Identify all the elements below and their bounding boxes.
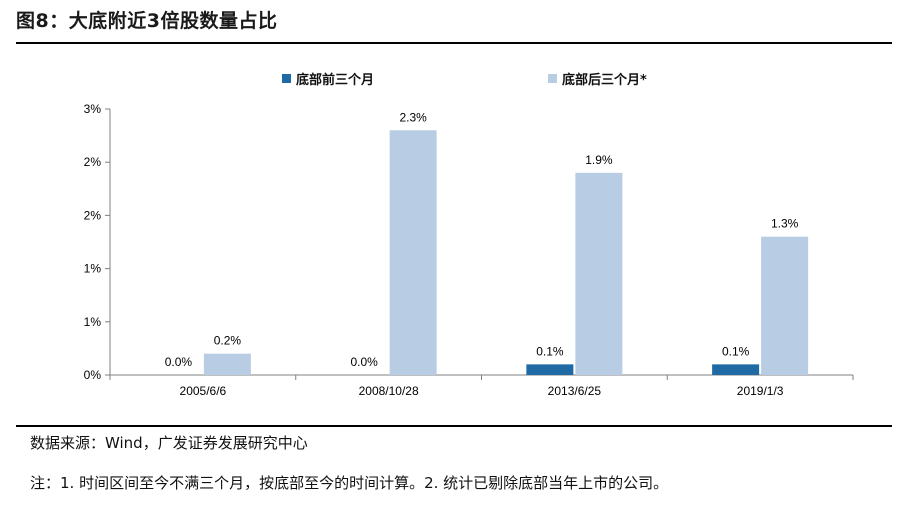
data-label: 0.0% xyxy=(350,355,378,369)
x-tick-label: 2019/1/3 xyxy=(737,384,784,398)
legend-swatch-before xyxy=(282,74,291,83)
figure-title: 图8：大底附近3倍股数量占比 xyxy=(16,10,278,32)
legend-swatch-after xyxy=(548,74,557,83)
data-label: 0.0% xyxy=(165,355,193,369)
bar-before xyxy=(712,364,760,375)
data-label: 0.2% xyxy=(214,334,242,348)
data-label: 0.1% xyxy=(536,344,564,358)
bar-before xyxy=(526,364,574,375)
y-tick-label: 2% xyxy=(84,155,102,169)
footnote: 注：1. 时间区间至今不满三个月，按底部至今的时间计算。2. 统计已剔除底部当年… xyxy=(30,474,669,492)
bar-chart: 0% 1% 1% 2% 2% 3% 2005/6/6 0.0% 0.2% 2008/10/28 0.… xyxy=(84,102,854,398)
y-tick-label: 0% xyxy=(84,368,102,382)
bar-after xyxy=(575,172,623,375)
data-label: 1.9% xyxy=(585,153,613,167)
source-note: 数据来源：Wind，广发证券发展研究中心 xyxy=(30,434,308,452)
data-label: 1.3% xyxy=(771,217,799,231)
y-tick-label: 2% xyxy=(84,208,102,222)
data-label: 0.1% xyxy=(722,344,750,358)
legend-item-after: 底部后三个月* xyxy=(548,69,647,88)
bar-after xyxy=(761,236,809,375)
data-label: 2.3% xyxy=(399,110,427,124)
legend-label-after: 底部后三个月* xyxy=(562,73,647,88)
bar-after xyxy=(389,130,437,375)
y-tick-label: 3% xyxy=(84,102,102,116)
title-rule xyxy=(16,42,892,44)
y-tick-label: 1% xyxy=(84,315,102,329)
legend-item-before: 底部前三个月 xyxy=(282,69,374,88)
footer-rule xyxy=(16,425,892,427)
x-tick-label: 2005/6/6 xyxy=(180,384,227,398)
x-tick-label: 2013/6/25 xyxy=(548,384,602,398)
bar-after xyxy=(203,353,251,375)
x-tick-label: 2008/10/28 xyxy=(359,384,419,398)
y-tick-label: 1% xyxy=(84,262,102,276)
legend-label-before: 底部前三个月 xyxy=(296,73,375,88)
